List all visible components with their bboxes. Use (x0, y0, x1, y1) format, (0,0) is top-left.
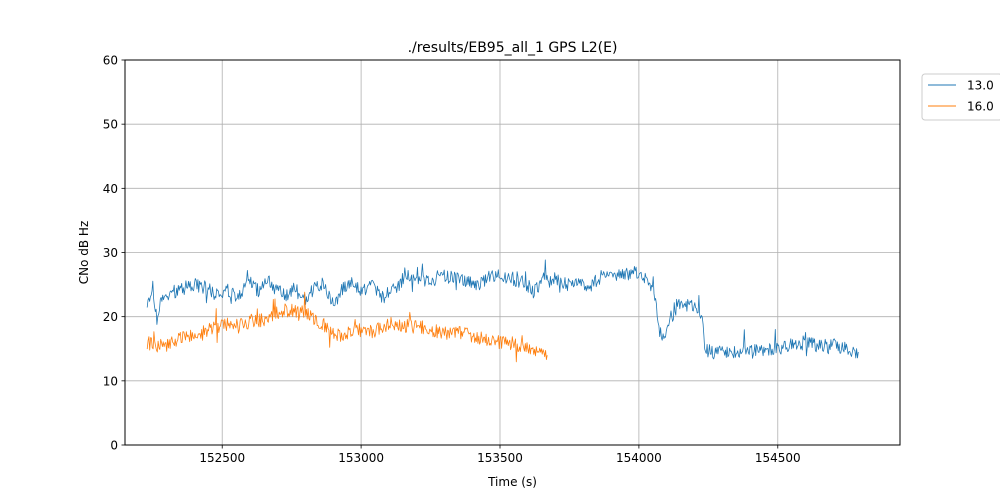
x-tick-label: 152500 (199, 451, 245, 465)
series-line-16-0 (146, 291, 548, 363)
y-axis-ticks: 0 10 20 30 40 50 60 (103, 54, 125, 453)
x-tick-label: 154000 (616, 451, 662, 465)
chart-title: ./results/EB95_all_1 GPS L2(E) (408, 40, 618, 56)
x-tick-label: 153500 (477, 451, 523, 465)
y-tick-label: 50 (103, 118, 118, 132)
x-axis-ticks: 152500 153000 153500 154000 154500 (199, 445, 801, 465)
x-tick-label: 153000 (338, 451, 384, 465)
legend: 13.0 16.0 (921, 73, 1000, 121)
y-tick-label: 30 (103, 246, 118, 260)
x-axis-label: Time (s) (487, 475, 537, 489)
legend-label-13: 13.0 (967, 79, 994, 93)
series-line-13-0 (146, 259, 859, 360)
legend-box (921, 73, 1000, 121)
y-axis-label: CNo dB Hz (77, 221, 91, 285)
y-tick-label: 20 (103, 310, 118, 324)
x-tick-label: 154500 (755, 451, 801, 465)
grid (125, 60, 900, 445)
plot-series (146, 259, 859, 363)
y-tick-label: 40 (103, 182, 118, 196)
y-tick-label: 10 (103, 374, 118, 388)
legend-label-16: 16.0 (967, 100, 994, 114)
y-tick-label: 0 (110, 439, 118, 453)
y-tick-label: 60 (103, 54, 118, 68)
